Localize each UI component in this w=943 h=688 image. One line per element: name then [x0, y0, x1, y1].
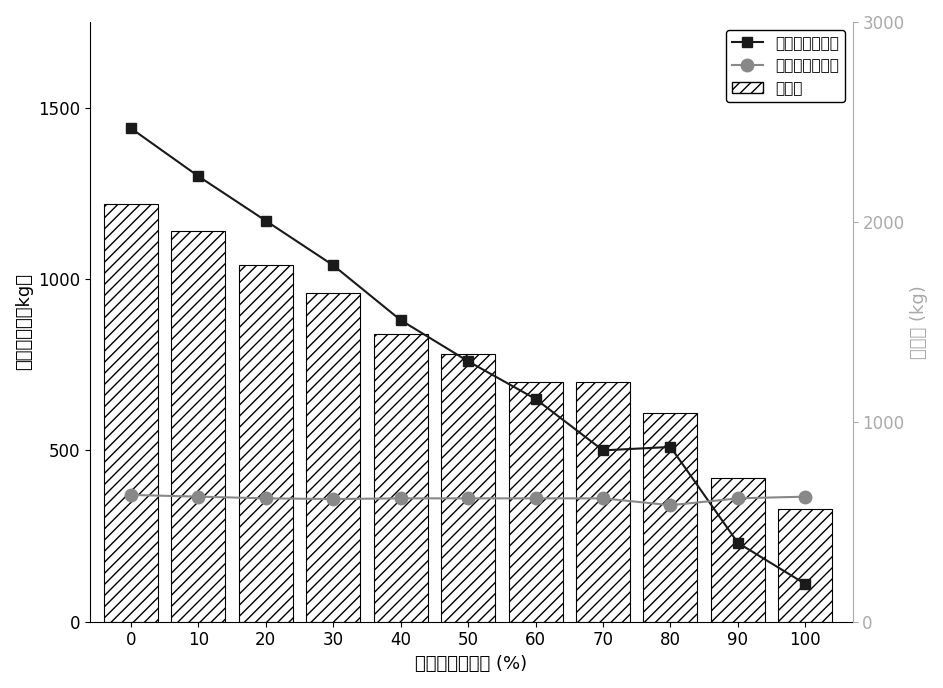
Bar [104, 204, 157, 622]
Y-axis label: 气体噴入量（kg）: 气体噴入量（kg） [15, 273, 33, 370]
Bar [508, 382, 563, 622]
Bar [778, 508, 833, 622]
Bar [643, 413, 698, 622]
Bar [373, 334, 428, 622]
Y-axis label: 煤气量 (kg): 煤气量 (kg) [910, 285, 928, 358]
Bar [239, 266, 292, 622]
Bar [172, 231, 225, 622]
Bar [441, 354, 495, 622]
Legend: 还原气体噴入量, 助燃气体噴入量, 煤气量: 还原气体噴入量, 助燃气体噴入量, 煤气量 [726, 30, 845, 102]
Bar [576, 382, 630, 622]
Bar [306, 292, 360, 622]
X-axis label: 还原气体含氢量 (%): 还原气体含氢量 (%) [416, 655, 527, 673]
Bar [711, 477, 765, 622]
